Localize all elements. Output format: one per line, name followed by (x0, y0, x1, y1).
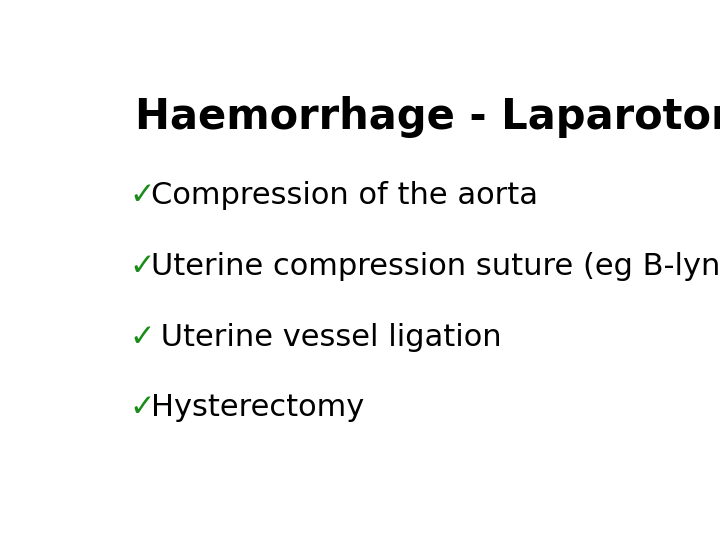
Text: Hysterectomy: Hysterectomy (151, 393, 364, 422)
Text: ✓: ✓ (129, 181, 155, 210)
Text: Haemorrhage - Laparotomy: Haemorrhage - Laparotomy (135, 96, 720, 138)
Text: Uterine compression suture (eg B-lynch): Uterine compression suture (eg B-lynch) (151, 252, 720, 281)
Text: ✓: ✓ (129, 393, 155, 422)
Text: ✓: ✓ (129, 322, 155, 352)
Text: Uterine vessel ligation: Uterine vessel ligation (151, 322, 502, 352)
Text: Compression of the aorta: Compression of the aorta (151, 181, 539, 210)
Text: ✓: ✓ (129, 252, 155, 281)
